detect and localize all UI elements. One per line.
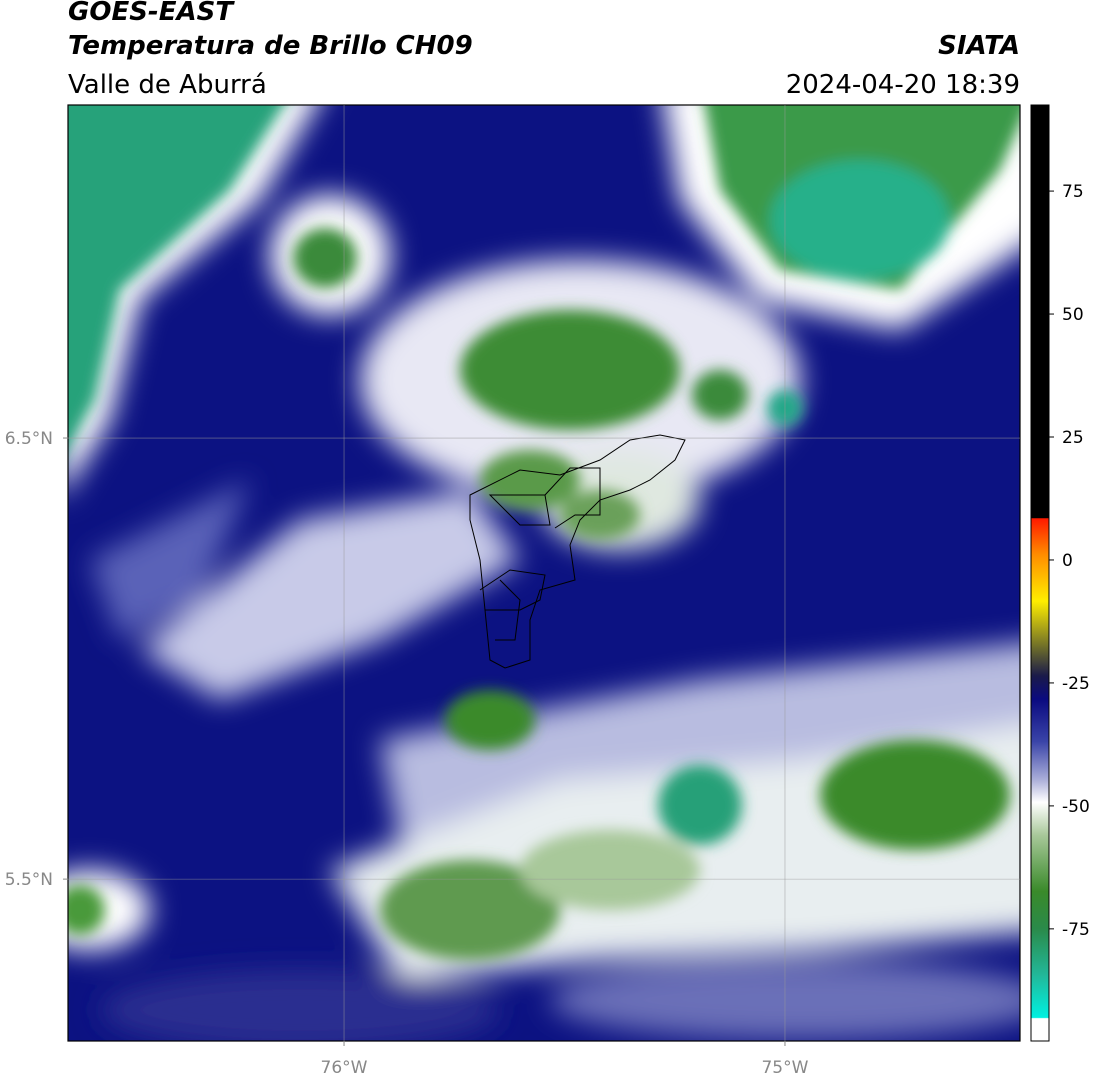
colorbar	[1030, 104, 1050, 1042]
colorbar-tick-label: -75	[1062, 920, 1090, 940]
y-tick-label: 6.5°N	[5, 429, 53, 449]
colorbar-tick-label: 50	[1062, 305, 1084, 325]
colorbar-tick-label: 25	[1062, 428, 1084, 448]
map-frame	[67, 104, 1021, 1042]
colorbar-tick-label: -25	[1062, 674, 1090, 694]
subtitle: Temperatura de Brillo CH09	[68, 31, 473, 61]
x-tick-label: 75°W	[761, 1058, 808, 1078]
title: GOES-EAST	[68, 0, 235, 27]
timestamp: 2024-04-20 18:39	[786, 70, 1020, 100]
colorbar-tick-label: -50	[1062, 797, 1090, 817]
satellite-image	[68, 105, 1020, 1041]
y-tick-label: 5.5°N	[5, 870, 53, 890]
region: Valle de Aburrá	[68, 70, 267, 100]
x-tick-label: 76°W	[321, 1058, 368, 1078]
colorbar-tick-label: 0	[1062, 551, 1073, 571]
source: SIATA	[938, 31, 1020, 61]
colorbar-tick-label: 75	[1062, 182, 1084, 202]
